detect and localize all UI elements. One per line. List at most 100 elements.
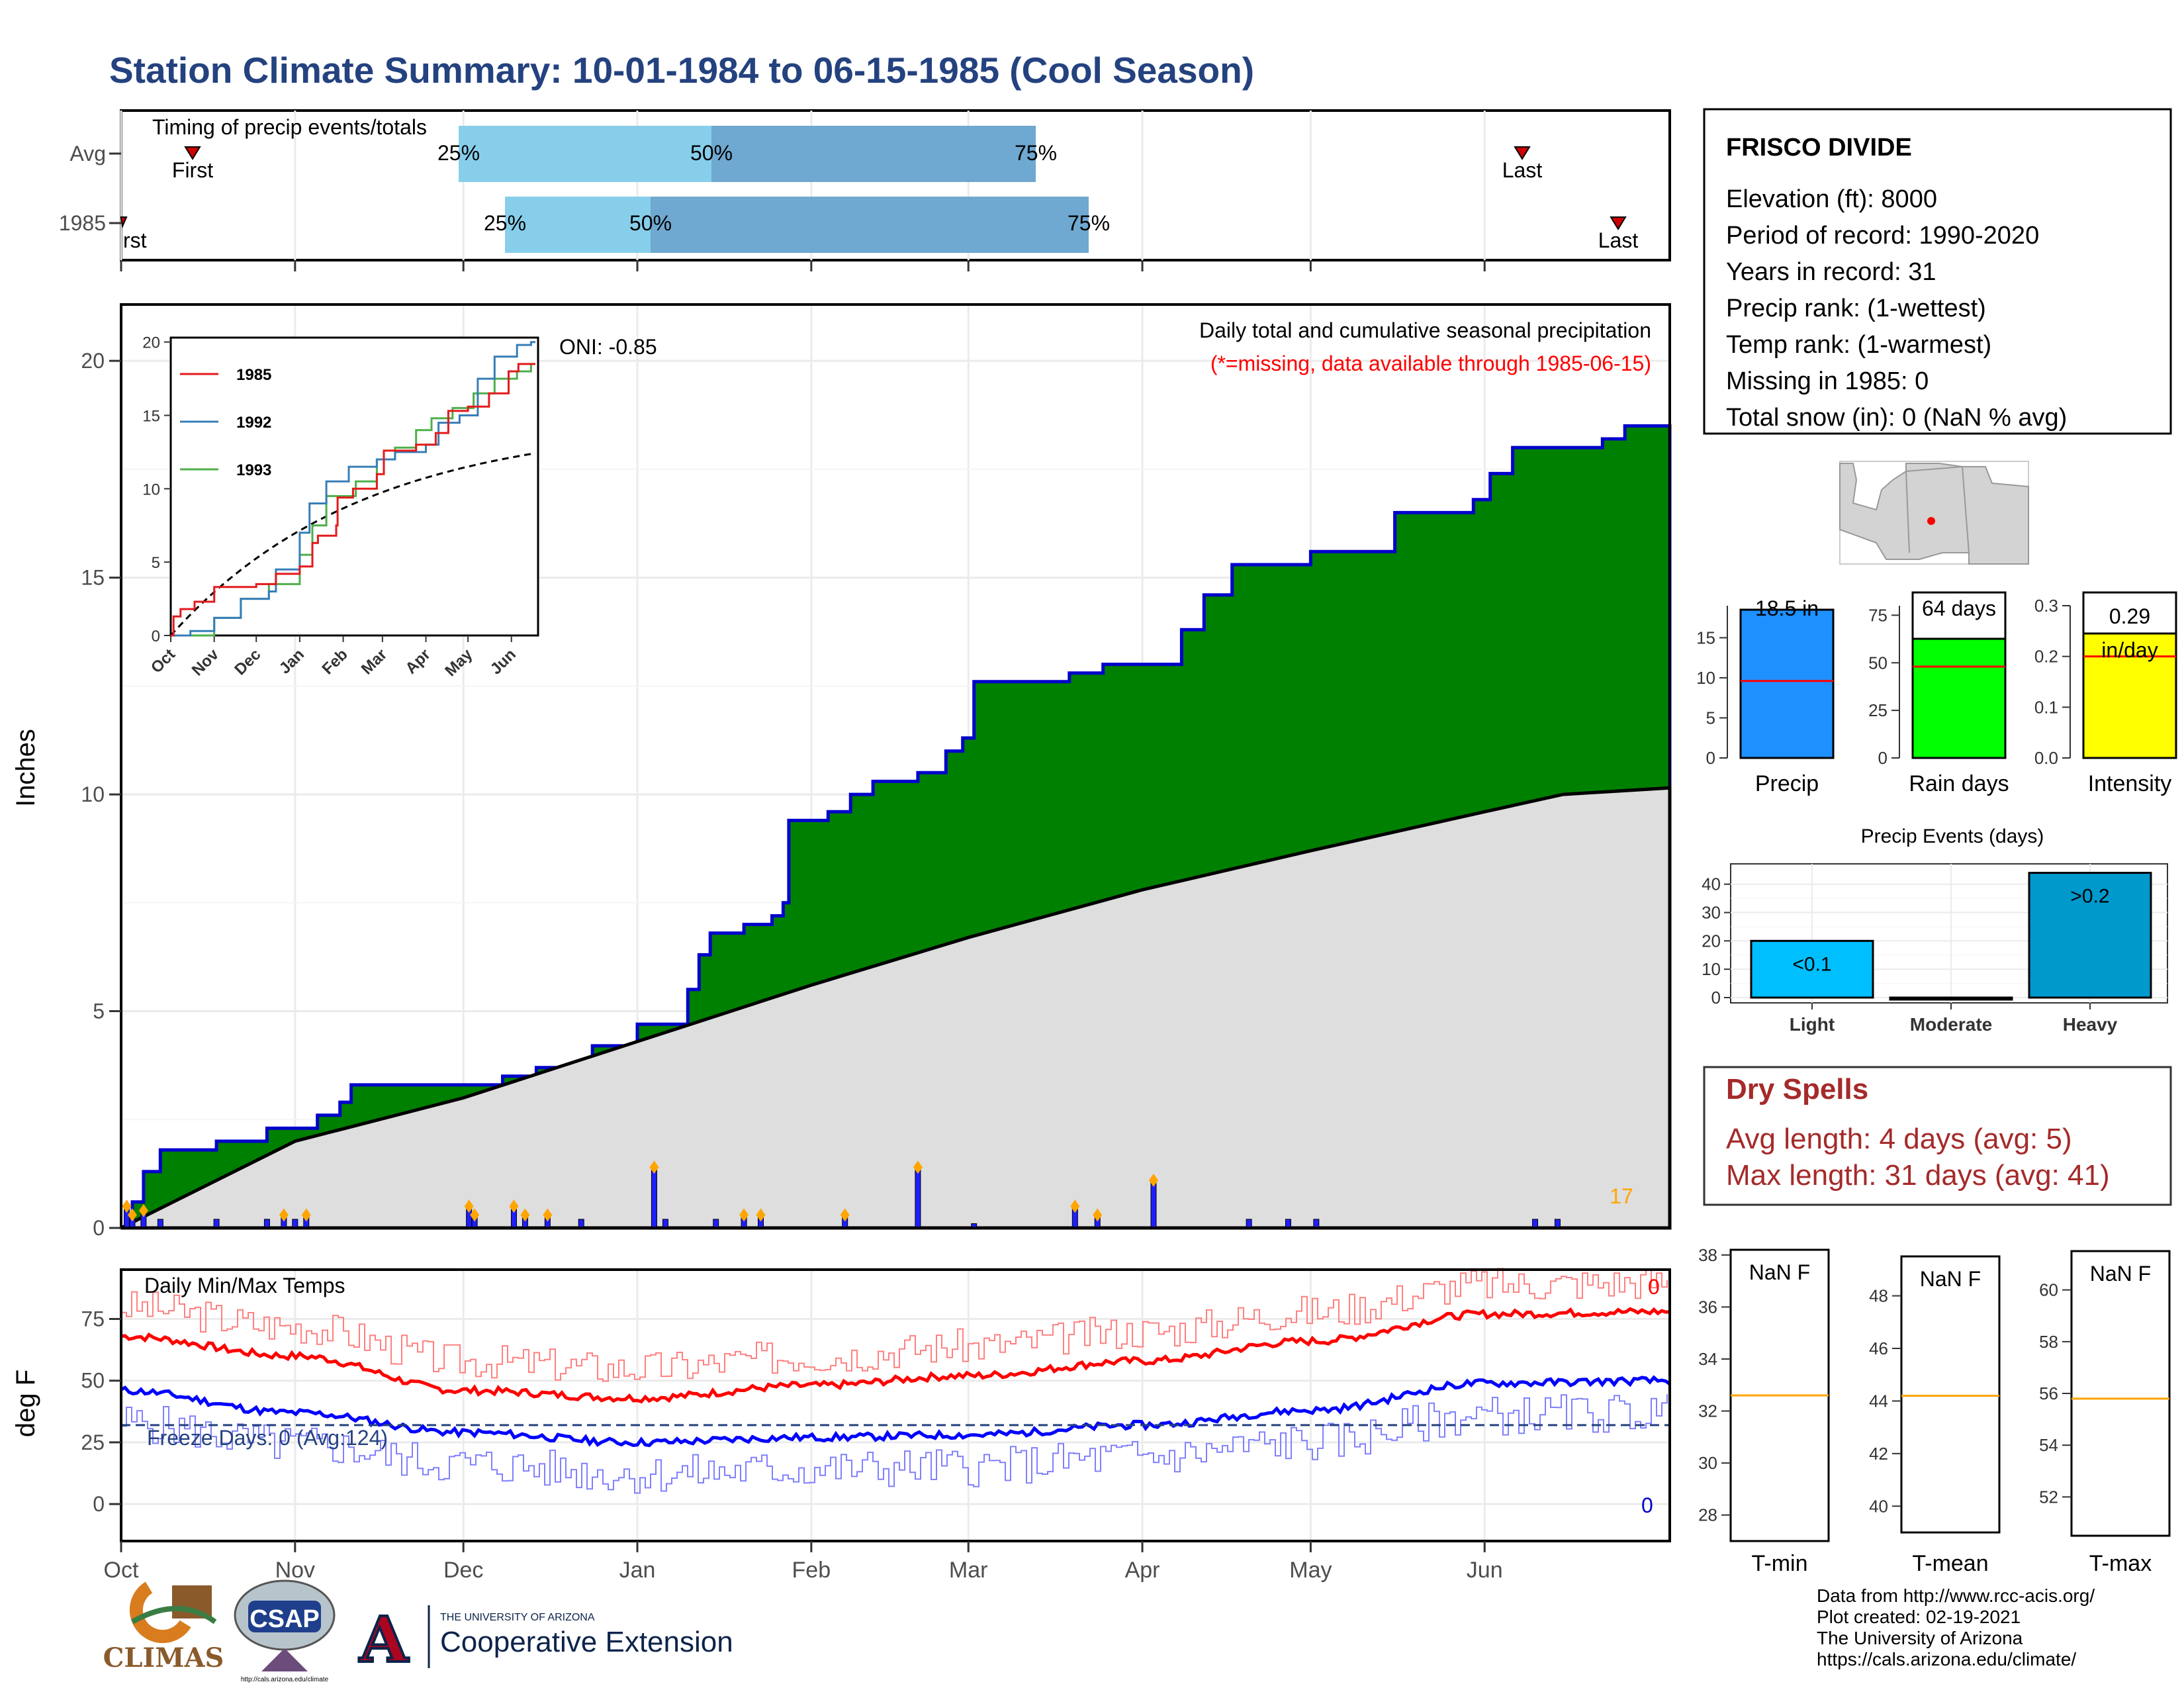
- timing-row-avg: Avg: [69, 142, 106, 165]
- daily-precip-marker: [279, 1208, 289, 1222]
- daily-precip-bar: [1150, 1180, 1157, 1229]
- precip-legend-line1: Daily total and cumulative seasonal prec…: [1199, 318, 1651, 342]
- page-title: Station Climate Summary: 10-01-1984 to 0…: [109, 50, 1254, 91]
- month-xtick: Nov: [275, 1558, 315, 1583]
- temp-box-label: T-mean: [1912, 1551, 1988, 1576]
- temp-ytick: 0: [93, 1492, 105, 1516]
- summary-bar-tick: 5: [1706, 708, 1715, 727]
- first-label-1985: rst: [123, 228, 147, 252]
- summary-bar-tick: 0: [1878, 748, 1888, 768]
- precip-legend-line2: (*=missing, data available through 1985-…: [1210, 352, 1651, 375]
- tmax-smooth-line: [120, 1307, 1670, 1404]
- inset-ytick: 0: [152, 628, 160, 645]
- timing-1985-50: 50%: [629, 211, 672, 235]
- ua-big-text: Cooperative Extension: [440, 1626, 733, 1658]
- summary-bars: 0 5 10 15 18.5 in Precip 0 25 50 75 64 days Rain da…: [1696, 591, 2177, 796]
- daily-precip-marker: [301, 1208, 311, 1222]
- summary-bar-value: 0.29: [2109, 604, 2150, 628]
- month-xtick: Mar: [949, 1558, 988, 1583]
- daily-precip-marker: [739, 1208, 749, 1222]
- marker-count: 17: [1610, 1184, 1633, 1208]
- location-map: [1839, 461, 2029, 565]
- events-ytick: 40: [1702, 874, 1721, 894]
- temp-panel: deg F Daily Min/Max Temps Freeze Days: 0…: [11, 1268, 1671, 1583]
- credits: Data from http://www.rcc-acis.org/ Plot …: [1817, 1585, 2095, 1669]
- temp-box-tick: 32: [1698, 1401, 1717, 1421]
- events-category: Light: [1790, 1014, 1835, 1035]
- events-bar-label: <0.1: [1792, 953, 1831, 975]
- summary-bar-tick: 10: [1696, 668, 1715, 688]
- first-label-avg: First: [172, 158, 213, 182]
- temp-box-tick: 52: [2039, 1487, 2058, 1507]
- temp-box-tick: 56: [2039, 1383, 2058, 1403]
- daily-precip-bars: [122, 1160, 1561, 1229]
- daily-precip-marker: [470, 1208, 480, 1222]
- summary-bar-tick: 0.1: [2034, 697, 2058, 717]
- daily-precip-marker: [464, 1199, 474, 1213]
- daily-precip-marker: [127, 1208, 137, 1222]
- tmin-smooth-line: [120, 1375, 1671, 1448]
- events-bar-label: >0.2: [2070, 886, 2109, 908]
- temp-box-tick: 54: [2039, 1435, 2058, 1455]
- csap-logo: CSAP http://cals.arizona.edu/climate: [234, 1579, 336, 1683]
- temp-box: [2070, 1250, 2171, 1537]
- credit-line-4: https://cals.arizona.edu/climate/: [1817, 1649, 2076, 1669]
- events-title: Precip Events (days): [1861, 825, 2044, 847]
- temp-box-tick: 40: [1869, 1496, 1888, 1516]
- station-elevation: Elevation (ft): 8000: [1726, 185, 1937, 213]
- events-bar: [1750, 939, 1874, 999]
- inset-ytick: 5: [152, 554, 160, 572]
- temp-box: [1900, 1255, 2001, 1534]
- daily-precip-bar: [651, 1166, 657, 1229]
- station-years: Years in record: 31: [1726, 258, 1936, 286]
- tmin-count: 0: [1641, 1493, 1653, 1517]
- summary-bar-value: 64 days: [1922, 596, 1996, 620]
- precip-ytick: 20: [81, 349, 105, 373]
- summary-bar-tick: 0.3: [2034, 596, 2058, 616]
- daily-precip-marker: [122, 1199, 132, 1213]
- summary-bar-tick: 25: [1868, 700, 1888, 720]
- precip-ylabel: Inches: [11, 729, 40, 807]
- precip-ytick: 15: [81, 566, 105, 590]
- precip-events-chart: Precip Events (days) 0 10 20 30 40 <0.1 Light M…: [1702, 825, 2168, 1035]
- month-xtick: Oct: [104, 1558, 139, 1583]
- station-temp-rank: Temp rank: (1-warmest): [1726, 331, 1991, 359]
- ua-letter: A: [359, 1603, 409, 1677]
- temp-heading: Daily Min/Max Temps: [144, 1274, 345, 1297]
- timing-heading: Timing of precip events/totals: [152, 115, 427, 139]
- daily-precip-marker: [756, 1208, 766, 1222]
- events-ytick: 20: [1702, 931, 1721, 951]
- daily-precip-marker: [913, 1160, 923, 1174]
- events-ytick: 0: [1711, 988, 1721, 1008]
- events-bar: [2028, 872, 2152, 999]
- temp-box-tick: 44: [1869, 1391, 1888, 1411]
- summary-bar-value: 18.5 in: [1755, 596, 1819, 620]
- timing-avg-50: 50%: [690, 141, 733, 165]
- summary-bar: [1739, 608, 1835, 759]
- timing-avg-75: 75%: [1015, 141, 1057, 165]
- temp-box-tick: 60: [2039, 1280, 2058, 1300]
- climas-logo: CLIMAS: [103, 1581, 224, 1673]
- temp-box-value: NaN F: [1749, 1260, 1810, 1284]
- temp-box-tick: 36: [1698, 1297, 1717, 1317]
- inset-legend-label: 1985: [236, 366, 271, 384]
- last-label-avg: Last: [1502, 158, 1543, 182]
- last-label-1985: Last: [1598, 228, 1639, 252]
- daily-precip-marker: [840, 1208, 850, 1222]
- timing-1985-75: 75%: [1068, 211, 1110, 235]
- daily-precip-marker: [1149, 1173, 1158, 1187]
- summary-bar-tick: 50: [1868, 653, 1888, 673]
- timing-row-1985: 1985: [59, 211, 106, 235]
- temp-box-tick: 46: [1869, 1338, 1888, 1358]
- temp-box-tick: 58: [2039, 1332, 2058, 1352]
- climas-text: CLIMAS: [103, 1642, 224, 1673]
- station-location-dot: [1927, 517, 1935, 525]
- summary-bar-tick: 0.2: [2034, 647, 2058, 667]
- temp-ytick: 75: [81, 1307, 105, 1331]
- summary-bar-label: Rain days: [1909, 771, 2009, 796]
- timing-panel: Timing of precip events/totals Avg 1985 …: [59, 109, 1671, 271]
- inset-legend-label: 1992: [236, 414, 271, 432]
- temp-ytick: 25: [81, 1430, 105, 1454]
- csap-url: http://cals.arizona.edu/climate: [241, 1676, 329, 1683]
- first-marker-avg: [184, 146, 201, 160]
